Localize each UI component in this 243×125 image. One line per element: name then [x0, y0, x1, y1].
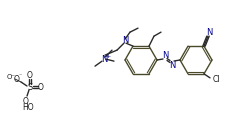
- Text: N: N: [101, 55, 107, 64]
- Text: N: N: [206, 28, 212, 37]
- Text: S: S: [27, 82, 33, 92]
- Text: ⁻: ⁻: [18, 74, 22, 80]
- Text: O: O: [38, 82, 44, 92]
- Text: O⁻: O⁻: [6, 74, 16, 80]
- Text: N: N: [122, 36, 128, 45]
- Text: N: N: [169, 60, 175, 70]
- Text: +: +: [105, 54, 111, 59]
- Text: O: O: [27, 70, 33, 80]
- Text: N: N: [162, 52, 168, 60]
- Text: Cl: Cl: [212, 75, 220, 84]
- Text: HO: HO: [22, 102, 34, 112]
- Text: O: O: [23, 96, 29, 106]
- Text: O: O: [14, 76, 20, 84]
